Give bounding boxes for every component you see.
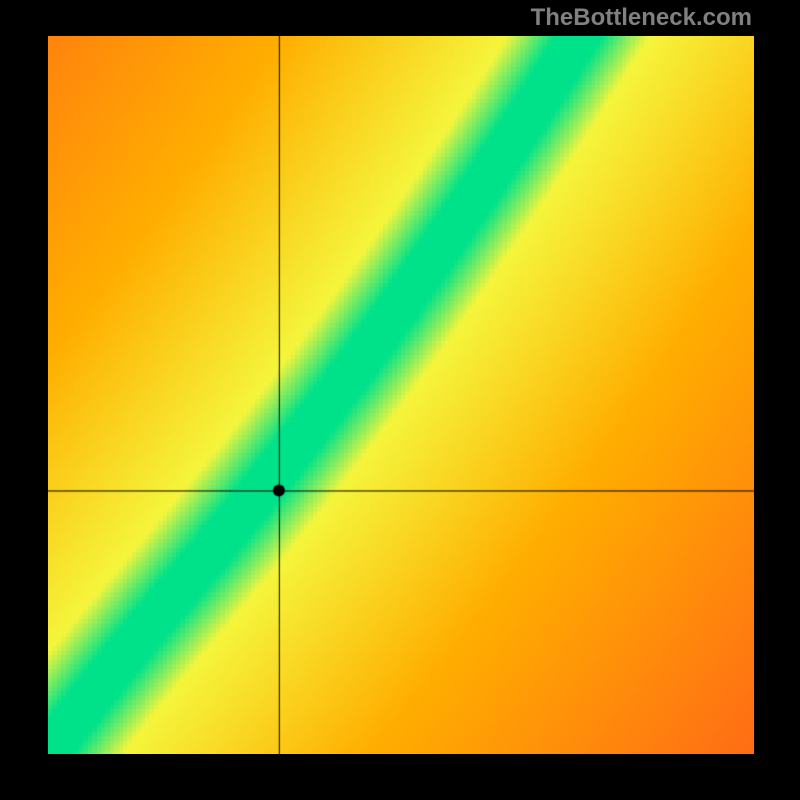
chart-container: TheBottleneck.com	[0, 0, 800, 800]
bottleneck-heatmap	[48, 36, 754, 754]
watermark-text: TheBottleneck.com	[531, 4, 752, 32]
